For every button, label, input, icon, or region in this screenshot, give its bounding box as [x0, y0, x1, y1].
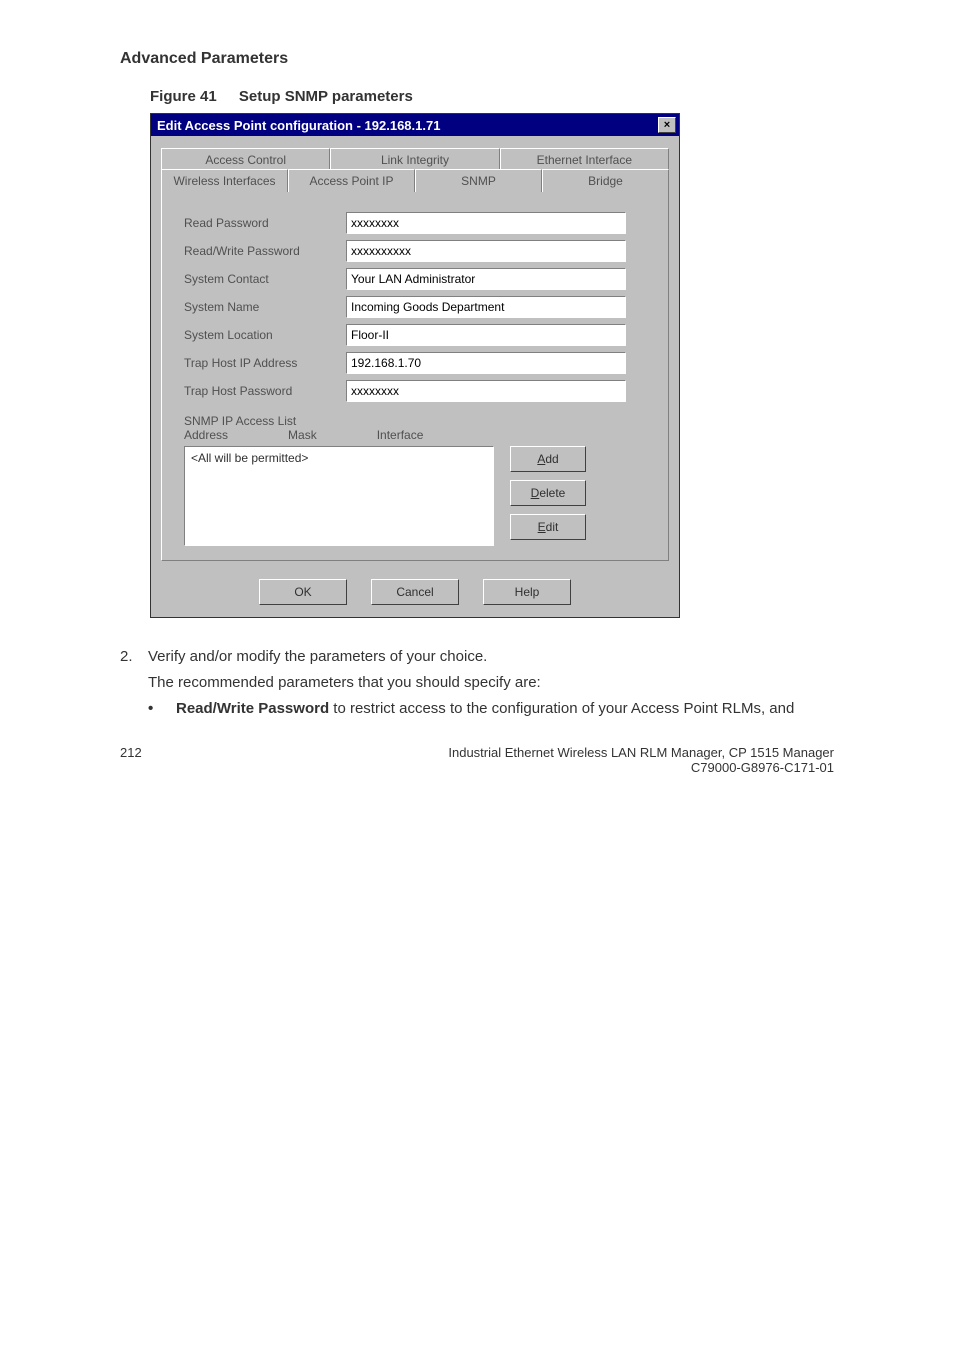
- label-system-contact: System Contact: [176, 272, 346, 286]
- page-footer: 212 Industrial Ethernet Wireless LAN RLM…: [120, 745, 834, 775]
- label-snmp-ip-access-list: SNMP IP Access List: [176, 414, 654, 428]
- tab-wireless-interfaces[interactable]: Wireless Interfaces: [161, 169, 288, 192]
- ok-button[interactable]: OK: [259, 579, 347, 605]
- dialog-titlebar: Edit Access Point configuration - 192.16…: [151, 114, 679, 136]
- dialog-button-row: OK Cancel Help: [161, 579, 669, 605]
- col-interface: Interface: [377, 428, 424, 442]
- input-trap-host-ip[interactable]: [346, 352, 626, 374]
- footer-line2: C79000-G8976-C171-01: [120, 760, 834, 775]
- step-number: 2.: [120, 646, 148, 668]
- dialog-body: Access Control Link Integrity Ethernet I…: [151, 136, 679, 617]
- edit-button[interactable]: Edit: [510, 514, 586, 540]
- figure-number: Figure 41: [150, 88, 217, 105]
- input-trap-host-password[interactable]: [346, 380, 626, 402]
- tab-access-control[interactable]: Access Control: [161, 148, 330, 171]
- add-button[interactable]: Add: [510, 446, 586, 472]
- footer-line1: Industrial Ethernet Wireless LAN RLM Man…: [448, 745, 834, 760]
- input-read-write-password[interactable]: [346, 240, 626, 262]
- label-trap-host-password: Trap Host Password: [176, 384, 346, 398]
- label-read-write-password: Read/Write Password: [176, 244, 346, 258]
- body-text: 2. Verify and/or modify the parameters o…: [120, 646, 834, 719]
- input-system-location[interactable]: [346, 324, 626, 346]
- dialog-window: Edit Access Point configuration - 192.16…: [150, 113, 680, 618]
- bullet-bold: Read/Write Password: [176, 700, 329, 717]
- list-item[interactable]: <All will be permitted>: [191, 451, 487, 465]
- tab-ethernet-interface[interactable]: Ethernet Interface: [500, 148, 669, 171]
- step-subtext: The recommended parameters that you shou…: [148, 672, 834, 694]
- step-text: Verify and/or modify the parameters of y…: [148, 646, 487, 668]
- figure-title: Setup SNMP parameters: [239, 88, 413, 105]
- tab-bridge[interactable]: Bridge: [542, 169, 669, 192]
- tab-snmp[interactable]: SNMP: [415, 169, 542, 192]
- input-system-contact[interactable]: [346, 268, 626, 290]
- page-number: 212: [120, 745, 142, 760]
- tab-link-integrity[interactable]: Link Integrity: [330, 148, 499, 171]
- figure-caption: Figure 41 Setup SNMP parameters: [150, 88, 834, 105]
- col-address: Address: [184, 428, 228, 442]
- list-columns: Address Mask Interface: [176, 428, 654, 442]
- bullet-marker: •: [148, 698, 176, 720]
- bullet-rest: to restrict access to the configuration …: [329, 700, 794, 717]
- tab-access-point-ip[interactable]: Access Point IP: [288, 169, 415, 192]
- label-system-location: System Location: [176, 328, 346, 342]
- close-icon[interactable]: ×: [658, 117, 676, 133]
- delete-button[interactable]: Delete: [510, 480, 586, 506]
- dialog-title: Edit Access Point configuration - 192.16…: [157, 118, 440, 133]
- tab-panel-snmp: Read Password Read/Write Password System…: [161, 192, 669, 561]
- col-mask: Mask: [288, 428, 317, 442]
- bullet-text: Read/Write Password to restrict access t…: [176, 698, 834, 720]
- input-system-name[interactable]: [346, 296, 626, 318]
- label-system-name: System Name: [176, 300, 346, 314]
- input-read-password[interactable]: [346, 212, 626, 234]
- label-read-password: Read Password: [176, 216, 346, 230]
- tab-strip: Access Control Link Integrity Ethernet I…: [161, 146, 669, 192]
- help-button[interactable]: Help: [483, 579, 571, 605]
- cancel-button[interactable]: Cancel: [371, 579, 459, 605]
- snmp-ip-access-listbox[interactable]: <All will be permitted>: [184, 446, 494, 546]
- label-trap-host-ip: Trap Host IP Address: [176, 356, 346, 370]
- section-heading: Advanced Parameters: [120, 50, 834, 68]
